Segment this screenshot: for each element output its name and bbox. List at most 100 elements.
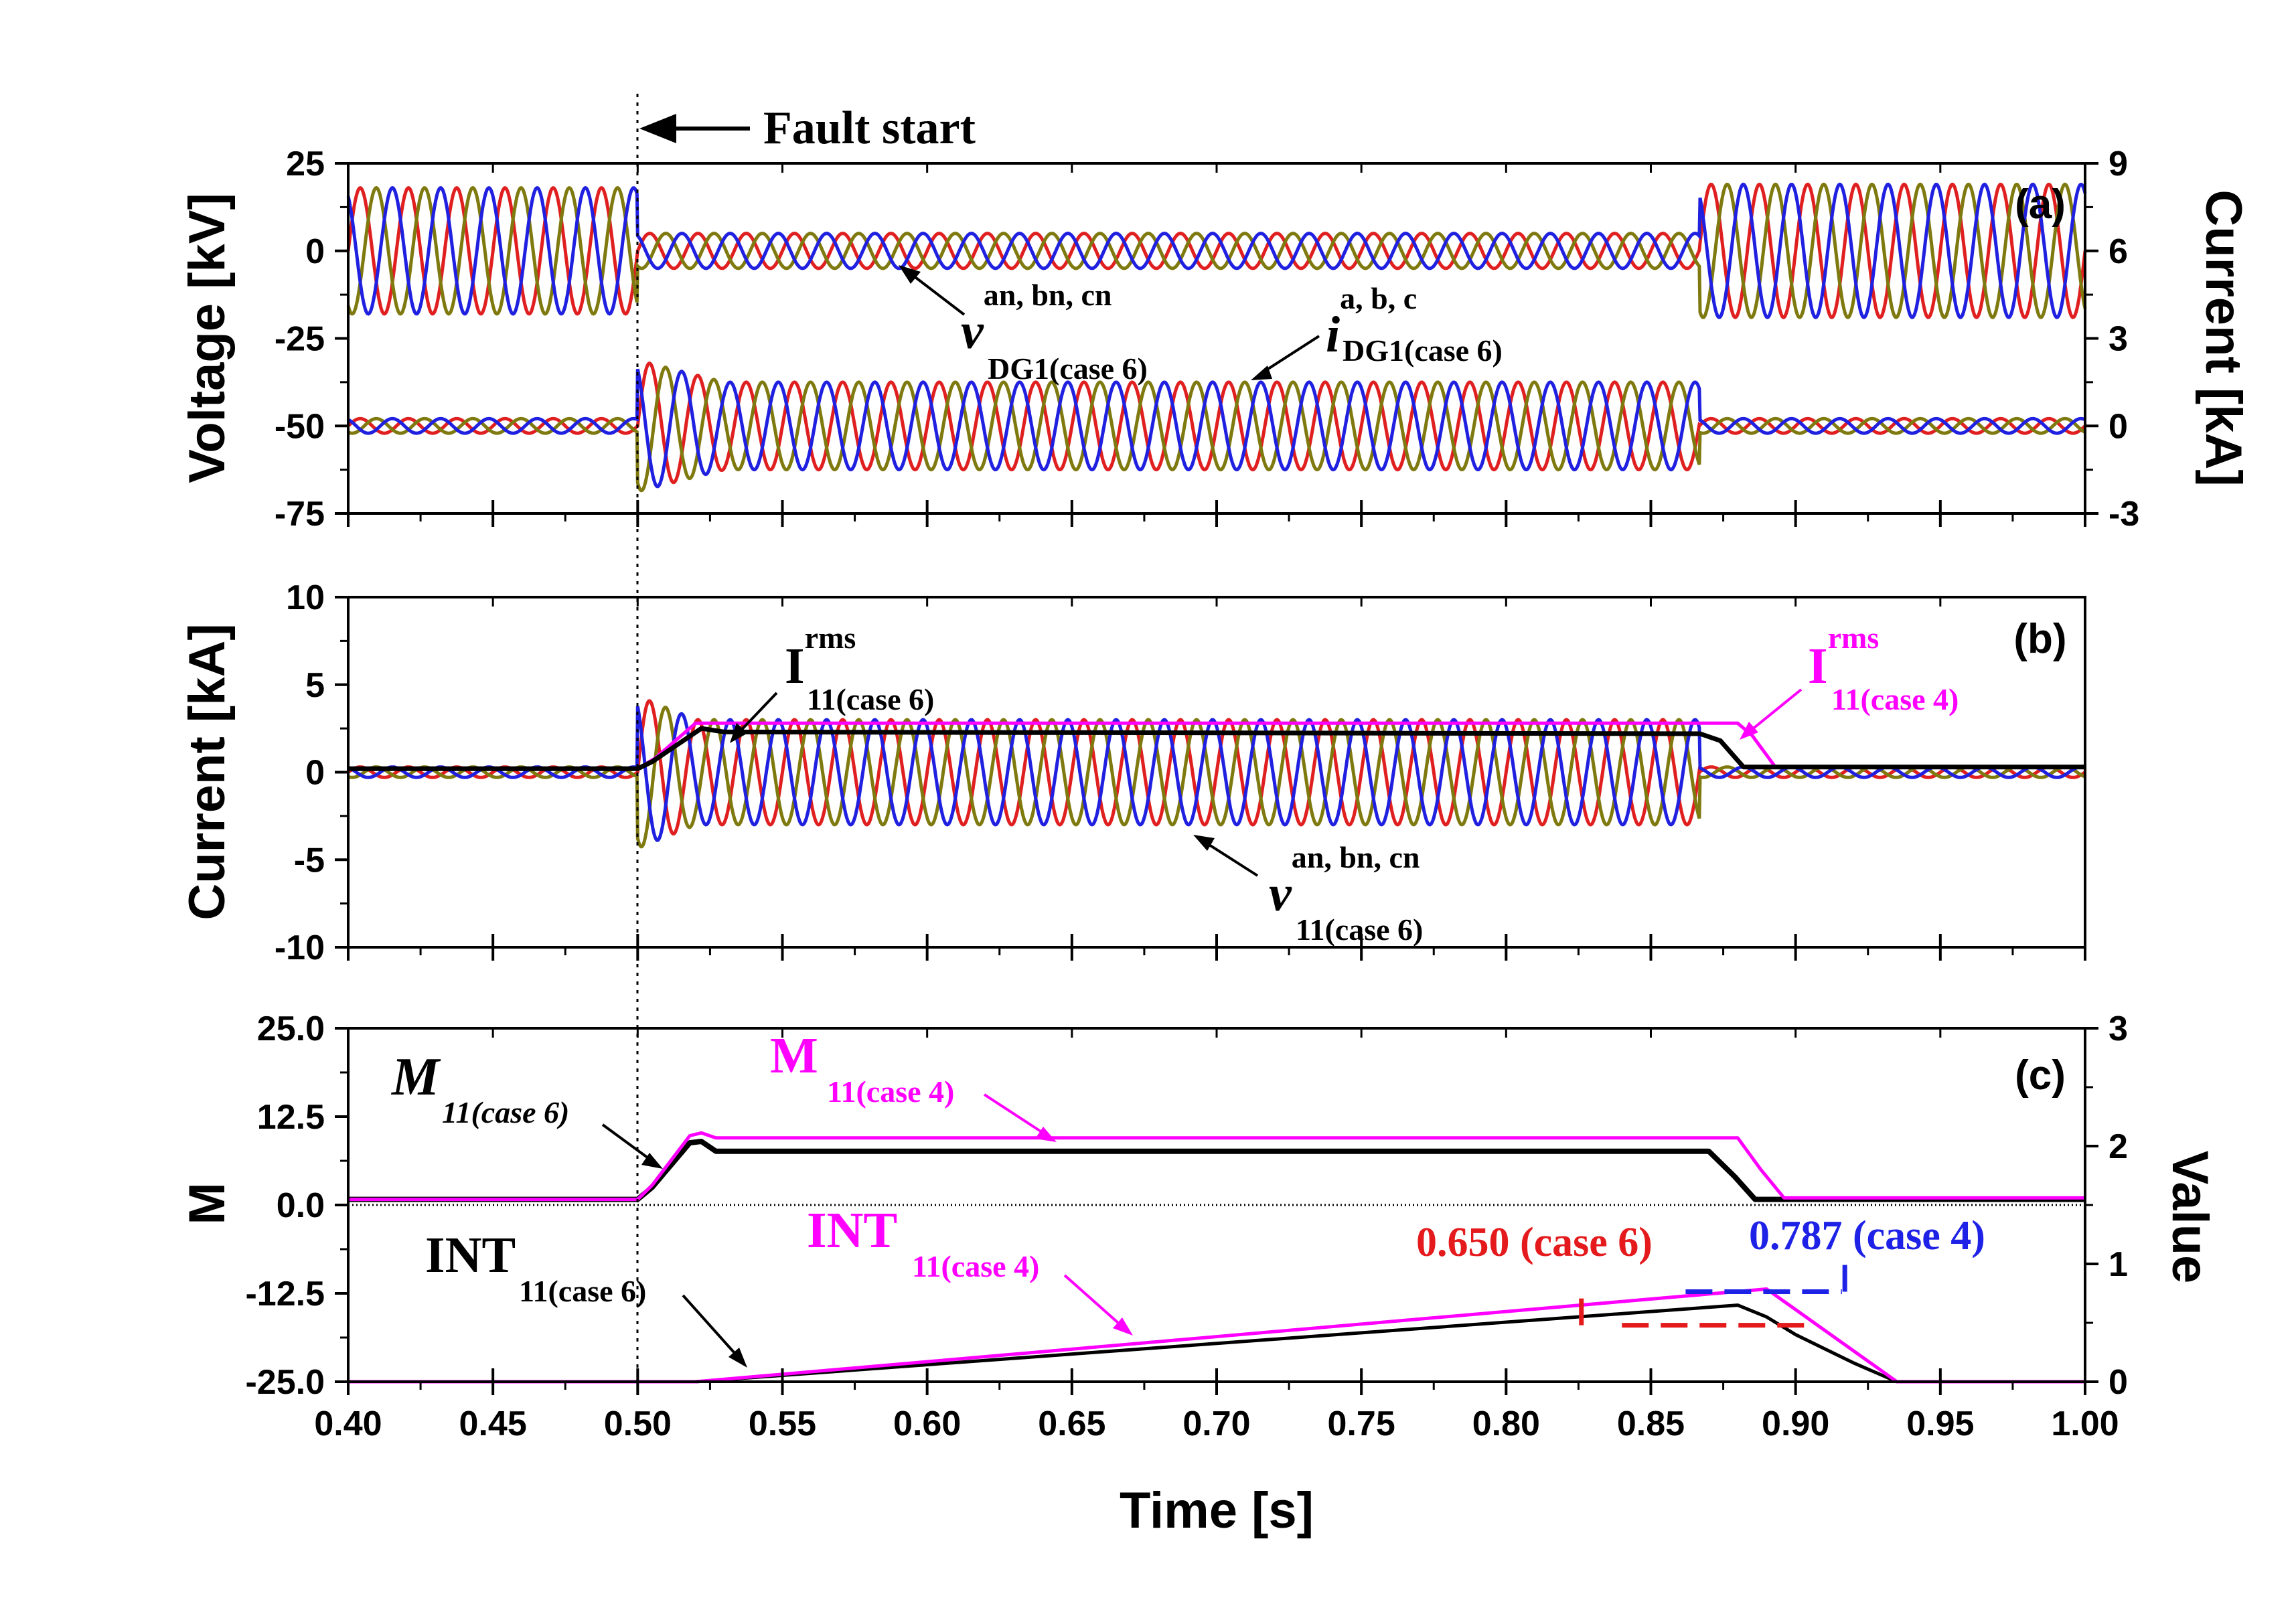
irms6-pointer-head xyxy=(730,723,748,743)
v-dg1-main: v xyxy=(961,303,984,359)
ytick-label-right-p2-3: 0 xyxy=(2109,1363,2128,1402)
v11-sup: an, bn, cn xyxy=(1292,840,1420,874)
irms4-sub: 11(case 4) xyxy=(1831,682,1959,716)
panel-c-series-2 xyxy=(348,1303,2085,1384)
int6-annotation: INT11(case 6) xyxy=(425,1227,646,1308)
ytick-label-right-p2-1: 2 xyxy=(2109,1127,2128,1166)
ytick-label-left-p1-2: 0 xyxy=(305,754,325,793)
irms4-annotation: Irms 11(case 4) xyxy=(1808,621,1959,716)
v11-pointer-head xyxy=(1193,835,1215,851)
i-dg1-main: i xyxy=(1326,307,1340,363)
irms6-sub: 11(case 6) xyxy=(807,682,934,716)
irms-case6-line xyxy=(348,726,2085,771)
m4-pointer xyxy=(983,1093,1049,1137)
int6-sub: 11(case 6) xyxy=(519,1274,646,1308)
panel-c-y2label: Value xyxy=(2161,1151,2218,1284)
x-tick-label-8: 0.80 xyxy=(1472,1404,1540,1443)
x-tick-label-11: 0.95 xyxy=(1906,1404,1974,1443)
v11-sub: 11(case 6) xyxy=(1296,912,1423,947)
x-tick-label-10: 0.90 xyxy=(1762,1404,1829,1443)
x-tick-label-1: 0.45 xyxy=(459,1404,527,1443)
m6-pointer xyxy=(601,1123,654,1163)
panel-b-wave-0-phase-0 xyxy=(347,699,2086,835)
fault-start-label: Fault start xyxy=(763,102,976,154)
ytick-label-right-p2-2: 1 xyxy=(2109,1245,2128,1284)
panel-b-wave-0-phase-1 xyxy=(348,706,2086,849)
ytick-label-left-p0-1: 0 xyxy=(305,232,325,271)
v11-annotation: van, bn, cn 11(case 6) xyxy=(1269,840,1423,947)
ytick-label-left-p2-3: -12.5 xyxy=(245,1275,325,1313)
ytick-label-right-p2-0: 3 xyxy=(2109,1010,2128,1048)
ytick-label-right-p0-1: 6 xyxy=(2109,232,2128,271)
x-tick-label-4: 0.60 xyxy=(893,1404,961,1443)
panel-c-tag: (c) xyxy=(2015,1052,2066,1099)
x-tick-label-9: 0.85 xyxy=(1617,1404,1685,1443)
v-dg1-sup: an, bn, cn xyxy=(984,278,1112,312)
v-dg1-sub: DG1(case 6) xyxy=(988,351,1148,386)
m6-sub: 11(case 6) xyxy=(442,1095,569,1129)
x-tick-label-0: 0.40 xyxy=(314,1404,382,1443)
int6-pointer-head xyxy=(729,1348,747,1368)
x-tick-label-3: 0.55 xyxy=(749,1404,816,1443)
v-dg1-annotation: van, bn, cn DG1(case 6) xyxy=(961,278,1148,386)
int4-annotation: INT 11(case 4) xyxy=(807,1202,1039,1283)
panel-a-wave-0-phase-1 xyxy=(346,182,2087,319)
ytick-label-left-p0-0: 25 xyxy=(286,145,325,183)
v11-main: v xyxy=(1269,866,1292,922)
x-tick-label-5: 0.65 xyxy=(1038,1404,1105,1443)
int4-pointer-head xyxy=(1113,1317,1133,1336)
m4-sub: 11(case 4) xyxy=(827,1074,954,1109)
ytick-label-right-p0-3: 0 xyxy=(2109,407,2128,446)
int4-main: INT xyxy=(807,1202,897,1259)
m4-annotation: M 11(case 4) xyxy=(770,1028,954,1109)
irms4-pointer xyxy=(1746,688,1803,734)
irms4-main: I xyxy=(1808,638,1828,694)
x-tick-label-12: 1.00 xyxy=(2051,1404,2119,1443)
ytick-label-left-p2-4: -25.0 xyxy=(245,1363,325,1402)
i-dg1-annotation: ia, b, c DG1(case 6) xyxy=(1326,281,1503,368)
panel-c-series-0 xyxy=(348,1139,2085,1202)
irms6-pointer xyxy=(735,692,778,736)
int4-sub: 11(case 4) xyxy=(912,1249,1039,1283)
i-dg1-sub: DG1(case 6) xyxy=(1343,333,1503,368)
m4-pointer-head xyxy=(1035,1127,1057,1142)
ytick-label-right-p0-4: -3 xyxy=(2109,495,2139,534)
ytick-label-left-p1-0: 10 xyxy=(286,578,325,617)
tick-layer: 0.40 0.45 0.50 0.55 0.60 0.65 0.70 0.75 0.80 0.85… xyxy=(245,145,2139,1443)
irms4-pointer-head xyxy=(1740,722,1758,740)
level-case6-label: 0.650 (case 6) xyxy=(1416,1220,1653,1265)
ytick-label-right-p0-0: 9 xyxy=(2109,145,2128,183)
panel-a-current-phase-2 xyxy=(347,368,2086,489)
x-tick-label-7: 0.75 xyxy=(1328,1404,1395,1443)
v11-pointer xyxy=(1201,839,1259,877)
panel-a-ylabel: Voltage [kV] xyxy=(179,193,236,483)
m6-main: M xyxy=(390,1048,441,1107)
plot-layer xyxy=(346,182,2087,1384)
panel-a-wave-0-phase-0 xyxy=(346,182,2087,319)
ytick-label-left-p1-1: 5 xyxy=(305,666,325,705)
ytick-label-left-p2-1: 12.5 xyxy=(257,1098,325,1137)
v-dg1-pointer xyxy=(906,270,966,316)
m4-main: M xyxy=(770,1028,818,1084)
panel-c-series-1 xyxy=(348,1131,2085,1202)
ytick-label-left-p0-4: -75 xyxy=(275,495,325,534)
ytick-label-left-p1-3: -5 xyxy=(294,841,325,880)
ytick-label-left-p0-2: -25 xyxy=(275,320,325,359)
ytick-label-right-p0-2: 3 xyxy=(2109,320,2128,359)
panel-c-ylabel: M xyxy=(179,1182,236,1224)
panel-a-tag: (a) xyxy=(2015,181,2066,228)
x-tick-label-2: 0.50 xyxy=(604,1404,672,1443)
panel-b-tag: (b) xyxy=(2013,616,2066,662)
int6-pointer xyxy=(682,1294,741,1360)
x-tick-label-6: 0.70 xyxy=(1182,1404,1250,1443)
panel-b-ylabel: Current [kA] xyxy=(179,623,236,920)
ytick-label-left-p2-2: 0.0 xyxy=(277,1186,325,1225)
panel-a-y2label: Current [kA] xyxy=(2195,189,2252,486)
irms4-sup: rms xyxy=(1828,621,1880,655)
panel-a-current-phase-1 xyxy=(347,366,2086,493)
int4-pointer xyxy=(1063,1274,1126,1330)
i-dg1-pointer-head xyxy=(1251,366,1272,380)
int6-main: INT xyxy=(425,1227,516,1283)
ytick-label-left-p0-3: -50 xyxy=(275,407,325,446)
